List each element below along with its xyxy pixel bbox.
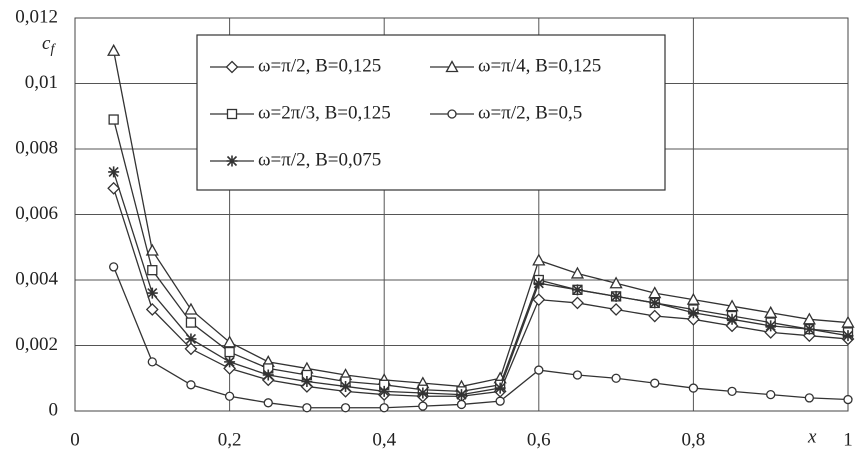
- marker: [456, 399, 467, 410]
- y-label-sub: f: [50, 42, 56, 57]
- marker: [650, 378, 660, 388]
- marker: [146, 287, 158, 299]
- marker: [184, 342, 198, 356]
- marker: [649, 297, 661, 309]
- marker: [185, 333, 197, 345]
- marker: [224, 356, 236, 368]
- x-tick-label: 0,2: [218, 429, 242, 450]
- marker: [495, 396, 505, 406]
- plot-frame: [74, 17, 849, 412]
- marker: [302, 403, 312, 413]
- marker: [107, 181, 121, 195]
- series-line: [113, 188, 849, 397]
- marker: [225, 60, 239, 74]
- marker: [725, 299, 739, 312]
- marker: [340, 403, 351, 413]
- marker: [226, 108, 238, 120]
- marker: [109, 262, 119, 272]
- marker: [534, 365, 544, 375]
- series-line: [113, 171, 849, 396]
- marker: [571, 284, 583, 296]
- series-line: [113, 119, 849, 393]
- y-tick-label: 0,008: [15, 137, 58, 158]
- marker: [186, 380, 196, 390]
- marker: [764, 305, 778, 318]
- marker: [494, 382, 506, 394]
- x-tick-label: 0,4: [372, 429, 396, 450]
- legend-label: ω=2π/3, B=0,125: [258, 102, 391, 123]
- x-tick-label: 1: [843, 429, 853, 450]
- x-axis-label: x: [807, 426, 817, 447]
- marker: [609, 276, 623, 289]
- marker: [611, 373, 621, 383]
- marker: [418, 401, 428, 411]
- series-line: [113, 50, 849, 388]
- marker: [340, 380, 352, 392]
- marker: [224, 346, 235, 358]
- marker: [572, 370, 583, 380]
- y-axis-label: cf: [42, 33, 56, 57]
- marker: [765, 320, 777, 332]
- legend-label: ω=π/2, B=0,075: [258, 149, 381, 170]
- marker: [766, 389, 776, 400]
- marker: [648, 309, 662, 323]
- marker: [224, 391, 235, 401]
- series-line: [113, 266, 849, 409]
- x-tick-label: 0,8: [682, 429, 706, 450]
- marker: [842, 330, 854, 342]
- legend-label: ω=π/2, B=0,125: [258, 55, 381, 76]
- marker: [262, 369, 274, 381]
- marker: [532, 293, 546, 307]
- marker: [145, 243, 159, 256]
- x-tick-label: 0,6: [527, 429, 551, 450]
- marker: [147, 357, 157, 367]
- legend-label: ω=π/4, B=0,125: [478, 55, 601, 76]
- marker: [803, 323, 815, 335]
- marker: [445, 60, 459, 73]
- marker: [108, 166, 120, 178]
- marker: [226, 155, 238, 167]
- marker: [571, 296, 584, 310]
- marker: [145, 303, 159, 316]
- marker: [609, 303, 623, 316]
- x-tick-label: 0: [70, 429, 80, 450]
- marker: [301, 376, 313, 388]
- marker: [610, 290, 622, 302]
- marker: [184, 302, 198, 315]
- marker: [841, 315, 855, 328]
- y-label-main: c: [42, 33, 51, 54]
- marker: [804, 393, 814, 403]
- marker: [688, 383, 699, 393]
- marker: [447, 109, 457, 119]
- marker: [378, 385, 390, 397]
- marker: [456, 389, 467, 401]
- marker: [417, 387, 429, 399]
- y-tick-label: 0,01: [25, 72, 58, 93]
- marker: [727, 386, 737, 397]
- marker: [185, 317, 197, 328]
- marker: [687, 307, 699, 319]
- y-tick-label: 0: [49, 399, 59, 420]
- marker: [726, 313, 738, 325]
- marker: [686, 292, 700, 305]
- y-tick-label: 0,002: [15, 334, 58, 355]
- marker: [147, 265, 158, 276]
- marker: [108, 114, 119, 125]
- marker: [263, 398, 273, 408]
- marker: [533, 277, 545, 289]
- marker: [107, 43, 121, 56]
- marker: [843, 394, 853, 405]
- y-tick-label: 0,006: [15, 203, 58, 224]
- y-tick-label: 0,012: [15, 6, 58, 27]
- marker: [223, 335, 237, 348]
- y-tick-label: 0,004: [15, 268, 58, 289]
- legend-label: ω=π/2, B=0,5: [478, 102, 582, 123]
- marker: [570, 266, 585, 279]
- marker: [532, 253, 546, 266]
- marker: [379, 403, 389, 413]
- legend-box: [196, 34, 666, 191]
